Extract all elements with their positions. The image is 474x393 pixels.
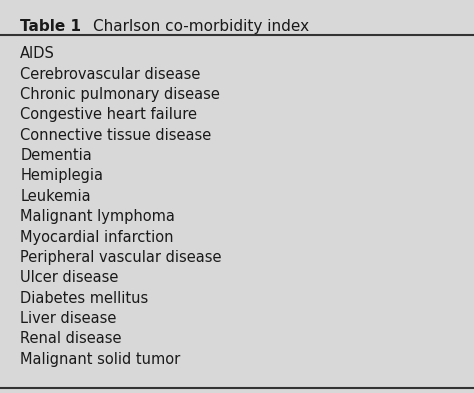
Text: Congestive heart failure: Congestive heart failure (20, 107, 197, 122)
Text: Malignant solid tumor: Malignant solid tumor (20, 352, 181, 367)
Text: Chronic pulmonary disease: Chronic pulmonary disease (20, 87, 220, 102)
Text: Liver disease: Liver disease (20, 311, 117, 326)
Text: Dementia: Dementia (20, 148, 92, 163)
Text: Malignant lymphoma: Malignant lymphoma (20, 209, 175, 224)
Text: Hemiplegia: Hemiplegia (20, 169, 103, 184)
Text: Ulcer disease: Ulcer disease (20, 270, 118, 285)
Text: Diabetes mellitus: Diabetes mellitus (20, 291, 148, 306)
Text: Peripheral vascular disease: Peripheral vascular disease (20, 250, 222, 265)
Text: Cerebrovascular disease: Cerebrovascular disease (20, 67, 201, 82)
Text: Leukemia: Leukemia (20, 189, 91, 204)
Text: Myocardial infarction: Myocardial infarction (20, 230, 174, 244)
Text: Renal disease: Renal disease (20, 331, 122, 346)
Text: AIDS: AIDS (20, 46, 55, 61)
Text: Charlson co-morbidity index: Charlson co-morbidity index (93, 19, 310, 34)
Text: Connective tissue disease: Connective tissue disease (20, 128, 211, 143)
Text: Table 1: Table 1 (20, 19, 81, 34)
